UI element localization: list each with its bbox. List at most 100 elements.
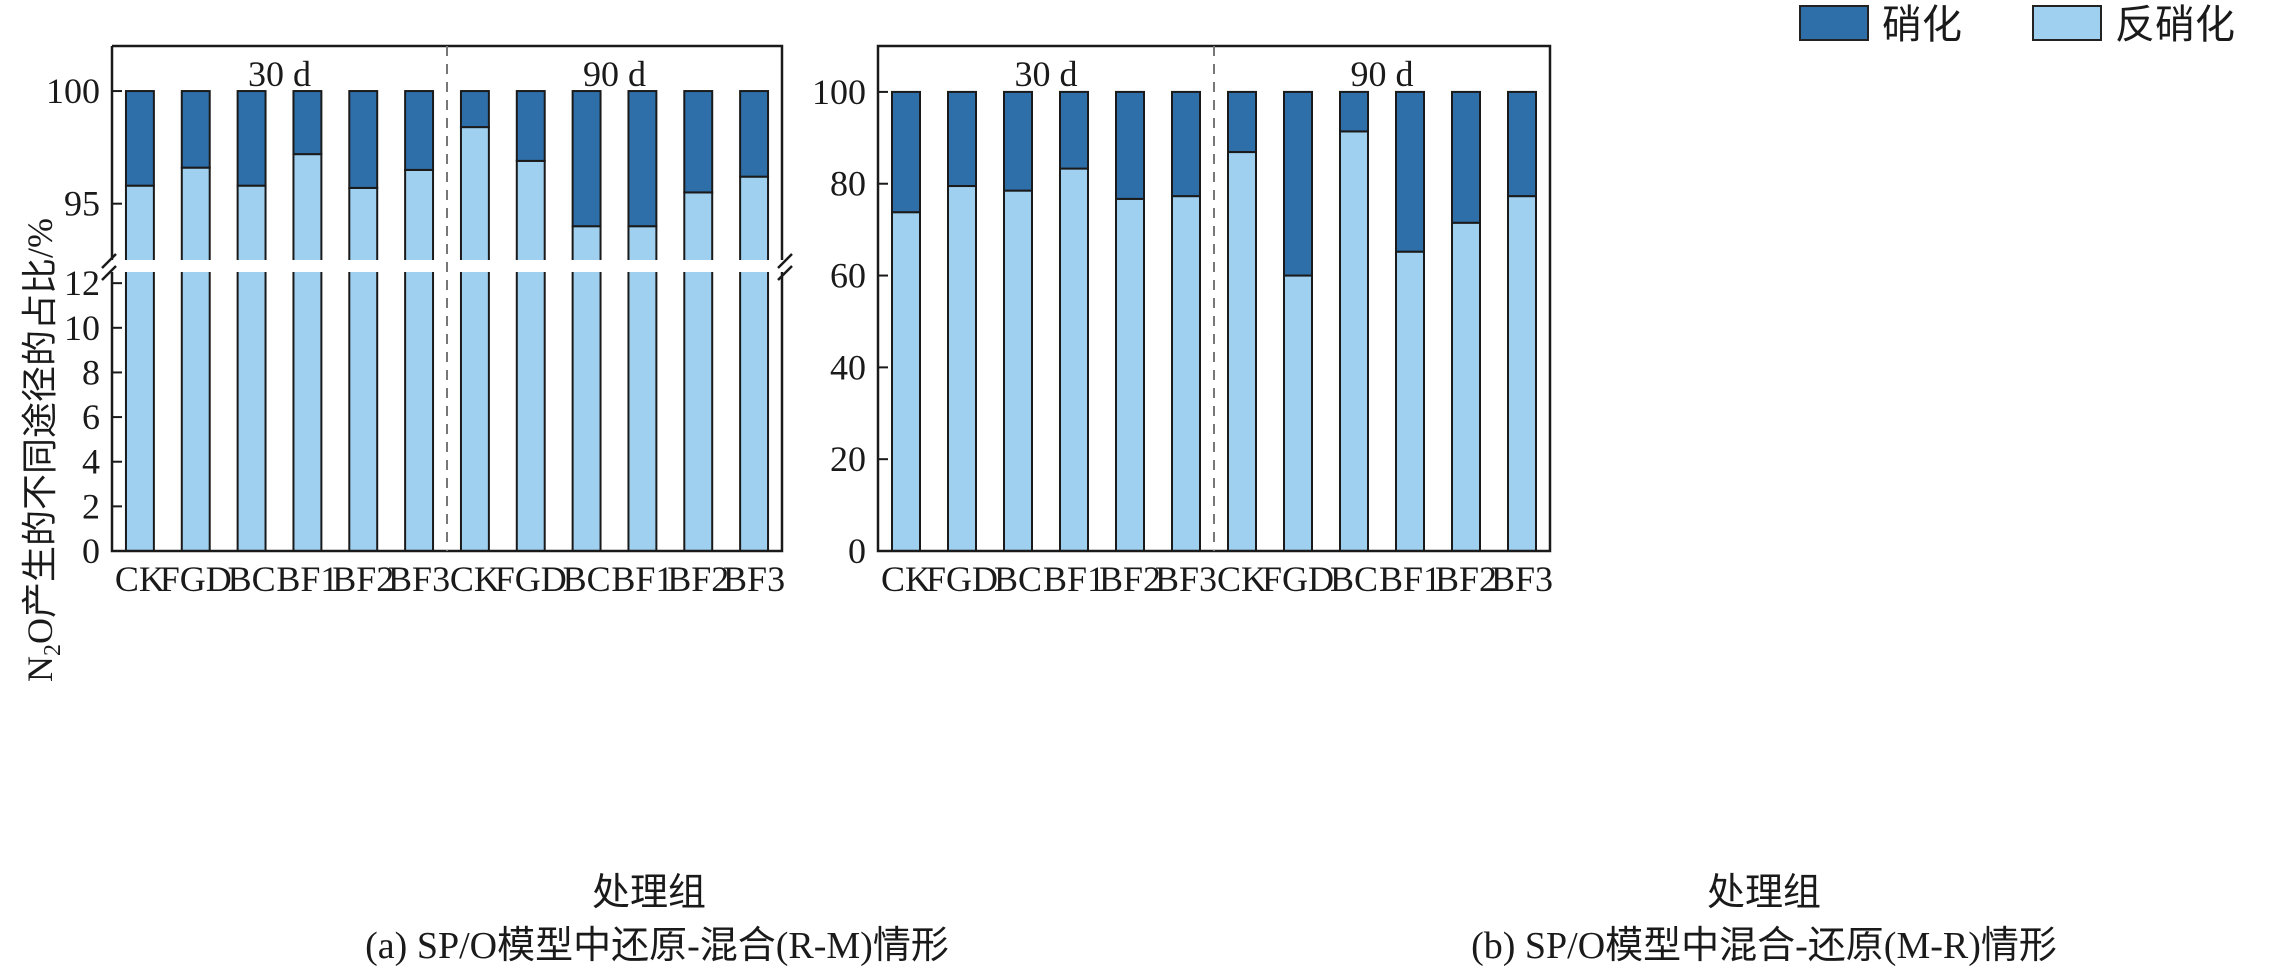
bar-denitrification <box>891 211 921 552</box>
bar-denitrification <box>1115 197 1145 553</box>
axis-break-mark-left <box>101 265 117 281</box>
bar-nitrification <box>348 90 379 189</box>
bar-nitrification <box>1115 90 1145 200</box>
x-tick-label: BF1 <box>1379 559 1441 599</box>
bar-nitrification <box>627 90 658 228</box>
bar-denitrification <box>683 191 714 552</box>
bar-denitrification <box>739 175 770 553</box>
bar-denitrification <box>627 225 658 552</box>
x-tick-label: BC <box>994 559 1042 599</box>
y-axis-label: N2O产生的不同途径的占比/% <box>20 218 66 682</box>
y-tick-label: 40 <box>830 347 866 387</box>
y-tick-label: 60 <box>830 256 866 296</box>
bar-denitrification <box>404 168 435 552</box>
bar-nitrification <box>236 90 267 187</box>
legend: 硝化 反硝化 <box>1799 2 2235 47</box>
x-tick-label: BF3 <box>723 559 785 599</box>
x-tick-label: BC <box>228 559 276 599</box>
bar-denitrification <box>1171 195 1201 552</box>
bar-denitrification <box>124 184 155 553</box>
y-tick-label: 6 <box>82 397 100 437</box>
legend-label-nitrification: 硝化 <box>1882 2 1962 47</box>
bar-denitrification <box>1003 189 1033 552</box>
period-label: 30 d <box>1015 54 1078 94</box>
period-label: 90 d <box>1351 54 1414 94</box>
bar-denitrification <box>292 153 323 552</box>
bar-nitrification <box>1507 90 1537 198</box>
bar-nitrification <box>1059 90 1089 170</box>
x-tick-label: FGD <box>160 559 232 599</box>
y-tick-label: 100 <box>46 71 100 111</box>
bar-nitrification <box>292 90 323 156</box>
panel-a-caption: (a) SP/O模型中还原-混合(R-M)情形 <box>365 925 949 967</box>
legend-swatch-nitrification <box>1799 5 1869 41</box>
x-tick-label: BC <box>563 559 611 599</box>
bar-nitrification <box>683 90 714 194</box>
axis-break-mark-right <box>777 253 793 269</box>
plot-frame <box>876 44 1552 553</box>
x-tick-label: FGD <box>926 559 998 599</box>
y-tick-label: 8 <box>82 352 100 392</box>
bar-nitrification <box>1283 90 1313 277</box>
y-tick-label: 0 <box>82 531 100 571</box>
bar-denitrification <box>1339 130 1369 553</box>
x-tick-label: BF2 <box>1099 559 1161 599</box>
bar-nitrification <box>1339 90 1369 133</box>
y-tick-label: 95 <box>64 184 100 224</box>
y-tick-label: 10 <box>64 308 100 348</box>
bar-nitrification <box>515 90 546 162</box>
x-tick-label: CK <box>450 559 500 599</box>
bar-denitrification <box>459 126 490 553</box>
y-tick-label: 2 <box>82 486 100 526</box>
bar-nitrification <box>1395 90 1425 253</box>
y-tick-label: 80 <box>830 164 866 204</box>
bar-denitrification <box>1507 195 1537 552</box>
y-tick-label: 100 <box>812 72 866 112</box>
y-tick-label: 4 <box>82 442 100 482</box>
x-tick-label: CK <box>881 559 931 599</box>
x-tick-label: BF3 <box>388 559 450 599</box>
panel-a-x-axis-label: 处理组 <box>592 872 706 914</box>
bar-nitrification <box>739 90 770 178</box>
bar-denitrification <box>947 185 977 552</box>
bar-nitrification <box>124 90 155 187</box>
legend-swatch-denitrification <box>2032 5 2102 41</box>
x-tick-label: BF2 <box>667 559 729 599</box>
bar-nitrification <box>571 90 602 228</box>
x-tick-label: BF1 <box>276 559 338 599</box>
period-label: 30 d <box>248 54 311 94</box>
bar-denitrification <box>1227 151 1257 553</box>
legend-label-denitrification: 反硝化 <box>2115 2 2235 47</box>
axis-break-mark-left <box>101 253 117 269</box>
y-tick-label: 20 <box>830 439 866 479</box>
x-tick-label: CK <box>1217 559 1267 599</box>
bar-denitrification <box>1059 167 1089 552</box>
x-tick-label: BC <box>1330 559 1378 599</box>
x-tick-label: BF3 <box>1155 559 1217 599</box>
bar-nitrification <box>1227 90 1257 154</box>
bar-denitrification <box>571 225 602 552</box>
bar-nitrification <box>947 90 977 188</box>
bar-nitrification <box>404 90 435 171</box>
axis-break-mark-right <box>777 265 793 281</box>
bar-denitrification <box>1451 221 1481 552</box>
bar-denitrification <box>180 166 211 552</box>
x-tick-label: CK <box>115 559 165 599</box>
x-tick-label: BF2 <box>1435 559 1497 599</box>
x-tick-label: BF1 <box>611 559 673 599</box>
panel-b-x-axis-label: 处理组 <box>1707 872 1821 914</box>
x-tick-label: BF1 <box>1043 559 1105 599</box>
bar-denitrification <box>348 186 379 552</box>
x-tick-label: BF2 <box>332 559 394 599</box>
bar-denitrification <box>1283 274 1313 552</box>
x-tick-label: BF3 <box>1491 559 1553 599</box>
x-tick-label: FGD <box>495 559 567 599</box>
bar-nitrification <box>1003 90 1033 192</box>
bar-denitrification <box>515 159 546 552</box>
bar-denitrification <box>1395 250 1425 552</box>
bar-denitrification <box>236 184 267 553</box>
period-label: 90 d <box>583 54 646 94</box>
